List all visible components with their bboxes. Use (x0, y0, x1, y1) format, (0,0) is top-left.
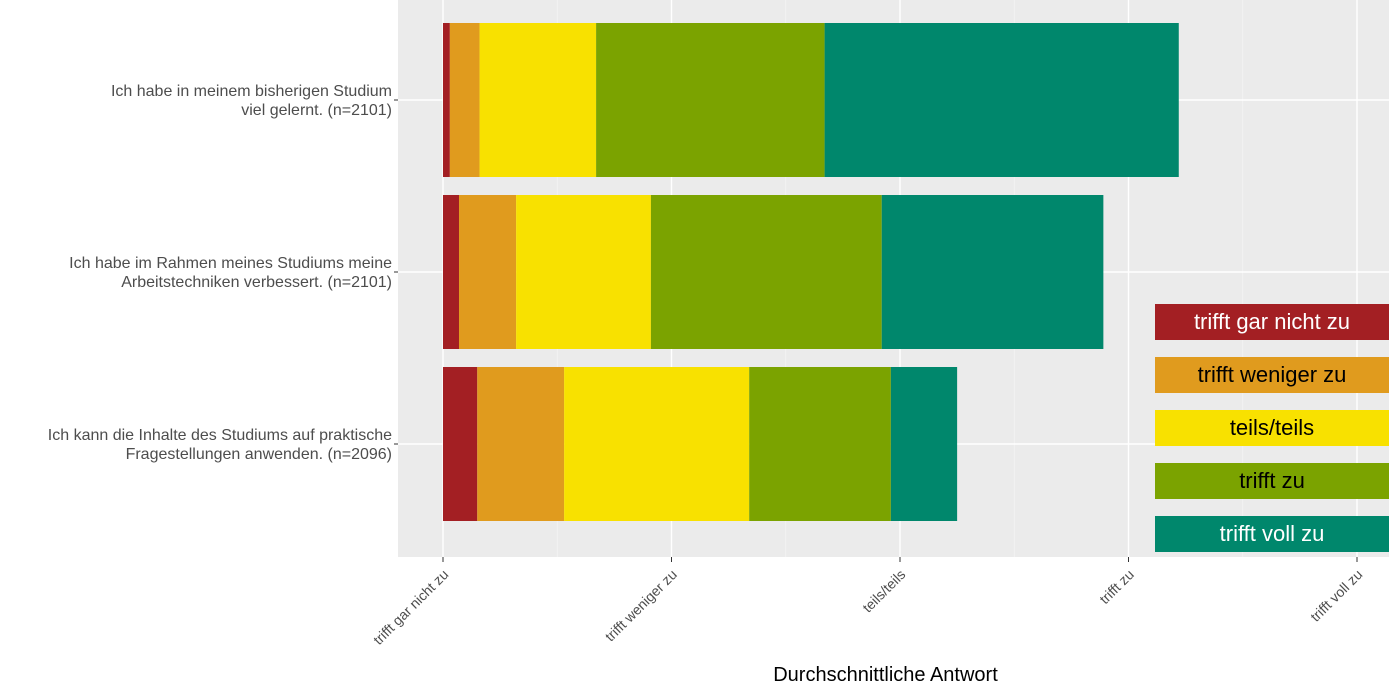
x-tick-label: trifft weniger zu (602, 566, 680, 644)
x-axis-title: Durchschnittliche Antwort (773, 664, 998, 685)
bar-segment (749, 367, 891, 521)
bar-segment (443, 195, 459, 349)
bar-segment (443, 367, 478, 521)
legend-item: trifft zu (1155, 463, 1389, 499)
y-tick-label: Ich kann die Inhalte des Studiums auf pr… (48, 427, 392, 463)
bar-segment (650, 195, 882, 349)
bar-segment (564, 367, 750, 521)
x-tick-label: trifft gar nicht zu (370, 566, 452, 648)
y-tick-label: Ich habe im Rahmen meines Studiums meine… (69, 255, 392, 291)
bar-segment (890, 367, 958, 521)
bar-segment (443, 23, 450, 177)
legend-item: trifft weniger zu (1155, 357, 1389, 393)
x-tick-label: trifft voll zu (1307, 566, 1365, 624)
bar-segment (516, 195, 651, 349)
legend-item: trifft gar nicht zu (1155, 304, 1389, 340)
bar-segment (479, 23, 597, 177)
bar-segment (596, 23, 825, 177)
bar-segment (477, 367, 565, 521)
bar-segment (824, 23, 1179, 177)
bar-segment (881, 195, 1104, 349)
y-tick-label: Ich habe in meinem bisherigen Studium vie… (111, 83, 392, 119)
bar-segment (458, 195, 517, 349)
legend-item: teils/teils (1155, 410, 1389, 446)
legend-item: trifft voll zu (1155, 516, 1389, 552)
x-tick-label: teils/teils (859, 566, 908, 615)
x-tick-label: trifft zu (1096, 566, 1137, 607)
legend: trifft gar nicht zu trifft weniger zu teil… (1155, 304, 1389, 569)
bar-segment (449, 23, 480, 177)
